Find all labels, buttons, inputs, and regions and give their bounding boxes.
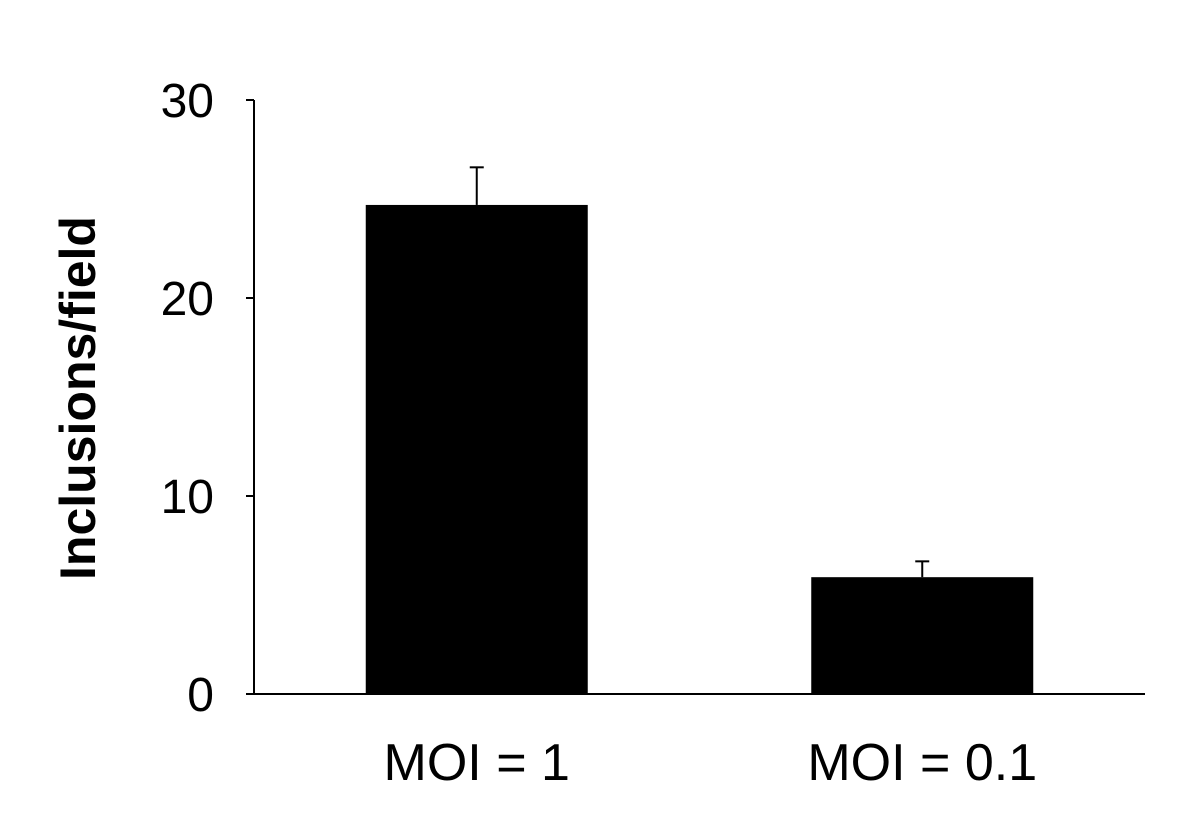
y-tick-label: 20 (161, 273, 214, 326)
x-tick-label: MOI = 1 (384, 734, 570, 792)
y-axis-title: Inclusions/field (50, 216, 106, 580)
error-bars-layer (469, 166, 930, 578)
bars-layer (365, 204, 1034, 694)
y-tick-label: 10 (161, 471, 214, 524)
x-tick-label: MOI = 0.1 (807, 734, 1037, 792)
labels-layer: 0 10 20 30 MOI = 1 MOI = 0.1 (161, 75, 1038, 792)
bar (811, 577, 1034, 694)
y-tick-label: 30 (161, 75, 214, 128)
y-tick-label: 0 (187, 669, 214, 722)
bar (365, 204, 588, 694)
